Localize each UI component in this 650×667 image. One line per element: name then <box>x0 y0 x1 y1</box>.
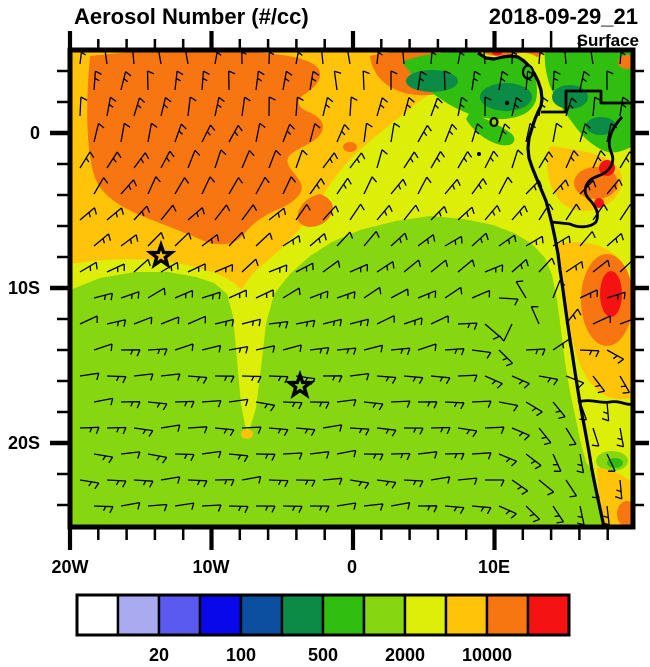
station-star-marker-2 <box>284 369 316 399</box>
land-bottom-orange <box>617 501 631 525</box>
colorbar-cell-4 <box>239 593 284 637</box>
land-coastal-red <box>600 271 622 317</box>
colorbar-cell-11 <box>526 593 571 637</box>
figure-datetime: 2018-09-29_21 <box>488 4 638 29</box>
x-axis-label-10E: 10E <box>478 557 510 577</box>
colorbar-outline <box>75 593 571 637</box>
region-gulf-darkgreen-2 <box>480 83 532 111</box>
colorbar-cell-8 <box>403 593 448 637</box>
colorbar: 20 100 500 2000 10000 <box>75 593 571 665</box>
colorbar-cell-6 <box>321 593 366 637</box>
colorbar-cell-7 <box>362 593 407 637</box>
colorbar-cell-5 <box>280 593 325 637</box>
y-axis-label-10S: 10S <box>8 278 40 298</box>
region-orange-dot <box>343 142 357 152</box>
region-gulf-green-lobe <box>466 112 515 146</box>
colorbar-cell-10 <box>485 593 530 637</box>
colorbar-cell-0 <box>75 593 120 637</box>
station-star-marker-1 <box>145 239 177 269</box>
colorbar-tick-label-20: 20 <box>149 645 169 665</box>
region-tongue-amber-dot <box>241 429 253 439</box>
colorbar-cell-3 <box>198 593 243 637</box>
colorbar-tick-label-2000: 2000 <box>385 645 425 665</box>
colorbar-tick-label-500: 500 <box>308 645 338 665</box>
border-nigeria-cameroon <box>541 89 631 114</box>
colorbar-tick-label-10000: 10000 <box>462 645 512 665</box>
map-layers <box>72 52 631 525</box>
land-ne-darkgreen-2 <box>586 117 616 135</box>
level-label: Surface <box>576 31 639 50</box>
land-congo-red-2 <box>594 198 604 208</box>
colorbar-cell-1 <box>116 593 161 637</box>
island-principe <box>504 100 510 106</box>
x-axis-label-10W: 10W <box>192 557 229 577</box>
wind-barb-overlay <box>79 52 631 525</box>
border-congo-wiggle <box>551 116 624 229</box>
x-axis-label-0: 0 <box>347 557 357 577</box>
y-axis-label-20S: 20S <box>8 433 40 453</box>
colorbar-cell-2 <box>157 593 202 637</box>
border-angola-namibia <box>577 399 631 406</box>
land-top-strip-red <box>492 52 502 56</box>
island-sao-tome <box>489 116 499 128</box>
colorbar-tick-label-100: 100 <box>226 645 256 665</box>
colorbar-cell-9 <box>444 593 489 637</box>
map-border-frame <box>67 47 636 530</box>
land-ne-corner-orange <box>618 55 631 69</box>
axis-ticks <box>50 31 649 550</box>
y-axis-label-0: 0 <box>30 123 40 143</box>
figure-title: Aerosol Number (#/cc) <box>74 4 309 29</box>
land-green-spot-dark <box>607 458 623 468</box>
region-nw-deep-orange-main <box>87 52 323 245</box>
island-annobon <box>477 152 481 156</box>
x-axis-label-20W: 20W <box>51 557 88 577</box>
